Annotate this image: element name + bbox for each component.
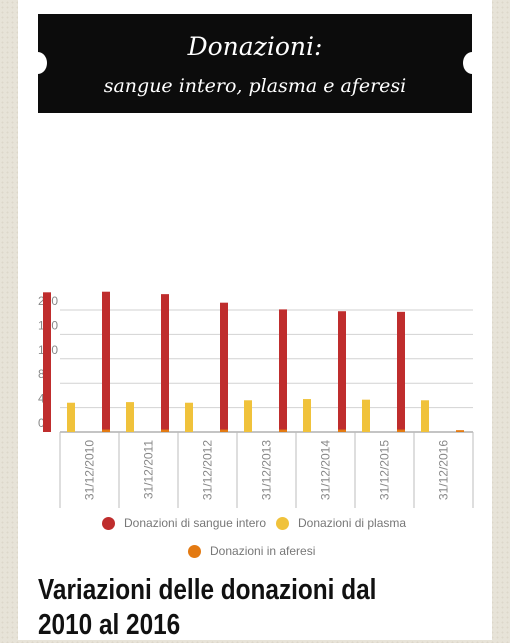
bar [362, 399, 370, 432]
bar [338, 429, 346, 432]
bar [279, 309, 287, 432]
bar [161, 294, 169, 432]
bar [102, 429, 110, 432]
bar [397, 429, 405, 432]
legend-label: Donazioni di plasma [298, 516, 407, 530]
chart-subtitle: sangue intero, plasma e aferesi [103, 75, 407, 97]
bar [456, 430, 464, 432]
article-card: Donazioni: sangue intero, plasma e afere… [18, 0, 492, 641]
x-tick-label: 31/12/2010 [83, 440, 97, 500]
bar [67, 402, 75, 432]
x-tick-label: 31/12/2011 [142, 440, 156, 499]
banner-notch-right [463, 52, 481, 74]
x-tick-label: 31/12/2016 [437, 440, 451, 500]
bar [126, 402, 134, 432]
bar [338, 311, 346, 432]
bar [161, 429, 169, 432]
bar [303, 399, 311, 432]
bar [279, 429, 287, 432]
legend-item-plasma[interactable]: Donazioni di plasma [276, 516, 406, 530]
chart-title-banner: Donazioni: sangue intero, plasma e afere… [29, 14, 481, 113]
legend-dot-icon [276, 516, 289, 530]
legend-item-sangue-intero[interactable]: Donazioni di sangue intero [102, 516, 266, 530]
x-tick-label: 31/12/2014 [319, 440, 333, 500]
bar [244, 400, 252, 432]
bar [102, 291, 110, 432]
y-tick-label: 0 [38, 416, 45, 430]
bar [43, 292, 51, 432]
banner-notch-left [29, 52, 47, 74]
bar [397, 311, 405, 432]
legend-label: Donazioni in aferesi [210, 544, 316, 558]
bar [421, 400, 429, 432]
legend-label: Donazioni di sangue intero [124, 516, 267, 530]
bar [185, 402, 193, 432]
bar-chart: 0408012016020031/12/201031/12/201131/12/… [38, 291, 474, 508]
legend-dot-icon [188, 544, 201, 558]
legend-dot-icon [102, 516, 115, 530]
bar [220, 429, 228, 432]
x-tick-label: 31/12/2013 [260, 440, 274, 500]
article-title: Variazioni delle donazioni dal 2010 al 2… [38, 574, 377, 641]
bar [220, 302, 228, 432]
x-tick-label: 31/12/2012 [201, 440, 215, 500]
chart-title: Donazioni: [187, 32, 323, 61]
x-tick-label: 31/12/2015 [378, 440, 392, 500]
legend-item-aferesi[interactable]: Donazioni in aferesi [188, 544, 315, 558]
